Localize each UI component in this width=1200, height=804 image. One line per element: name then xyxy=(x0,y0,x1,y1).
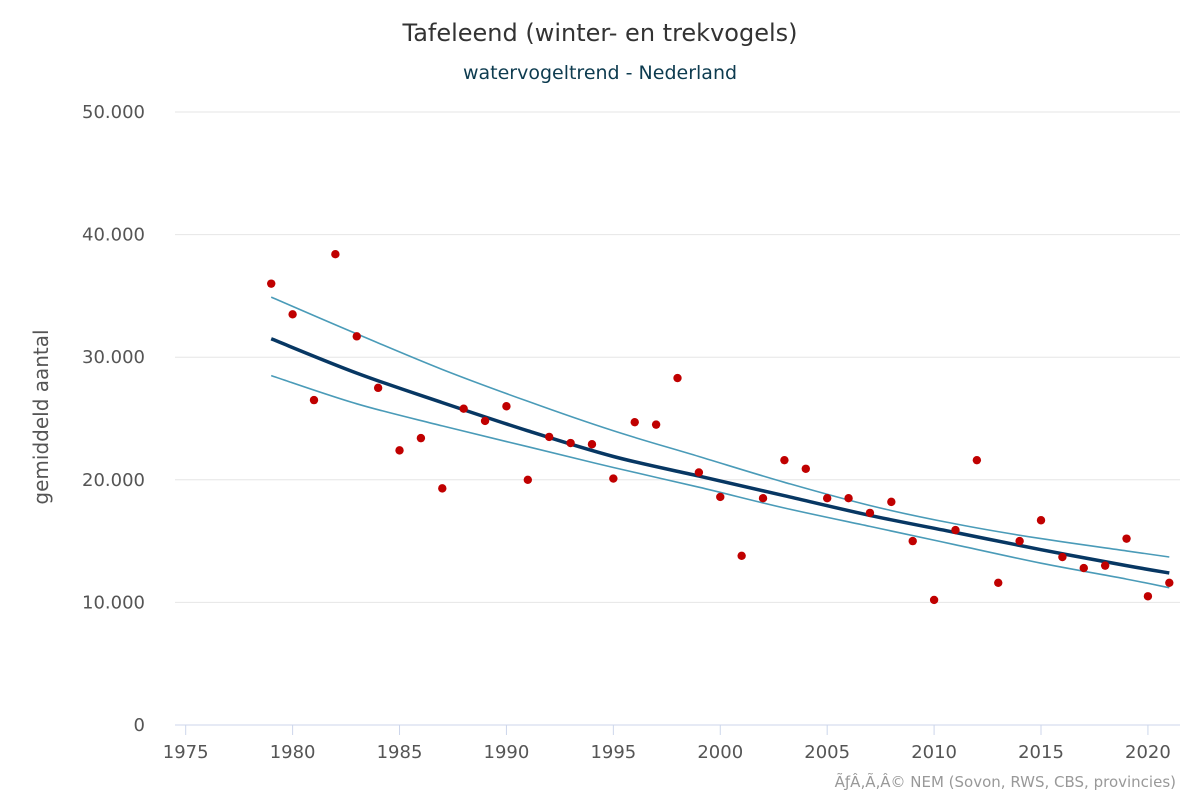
data-point[interactable] xyxy=(459,404,468,413)
x-tick-label: 2000 xyxy=(697,742,743,763)
chart-title: Tafeleend (winter- en trekvogels) xyxy=(402,19,798,47)
data-point[interactable] xyxy=(309,395,319,405)
data-point[interactable] xyxy=(352,332,361,341)
data-point[interactable] xyxy=(651,420,661,429)
data-point[interactable] xyxy=(994,578,1003,587)
y-axis-labels: 0 10.000 20.000 30.000 40.000 50.000 xyxy=(82,102,145,736)
data-point[interactable] xyxy=(694,468,704,477)
y-tick-label: 20.000 xyxy=(82,470,145,491)
data-point[interactable] xyxy=(1015,536,1024,546)
data-point[interactable] xyxy=(822,493,832,503)
data-point[interactable] xyxy=(566,438,575,448)
y-tick-label: 0 xyxy=(134,715,145,736)
data-point[interactable] xyxy=(1165,578,1174,587)
data-point[interactable] xyxy=(416,433,426,443)
data-point[interactable] xyxy=(844,493,853,503)
upper-confidence-line xyxy=(270,296,1170,558)
x-tick-label: 2010 xyxy=(911,742,957,763)
data-point[interactable] xyxy=(1143,592,1153,601)
data-point[interactable] xyxy=(716,492,725,502)
data-point[interactable] xyxy=(1079,563,1088,573)
data-point[interactable] xyxy=(1058,552,1067,562)
data-point[interactable] xyxy=(545,432,554,442)
data-point[interactable] xyxy=(951,525,960,535)
x-tick-label: 2020 xyxy=(1125,742,1171,763)
x-tick-label: 2015 xyxy=(1018,742,1064,763)
data-point[interactable] xyxy=(908,536,917,546)
data-point[interactable] xyxy=(502,402,511,411)
points-layer xyxy=(267,250,1174,605)
y-tick-label: 40.000 xyxy=(82,225,145,246)
data-point[interactable] xyxy=(887,497,896,507)
data-point[interactable] xyxy=(438,484,447,493)
x-axis: 1975 1980 1985 1990 1995 2000 2005 2010 2015 2020 xyxy=(163,724,1180,763)
trend-line xyxy=(270,337,1170,575)
grid-layer xyxy=(175,111,1180,603)
data-point[interactable] xyxy=(630,417,639,427)
x-tick-label: 1995 xyxy=(590,742,636,763)
x-tick-label: 2005 xyxy=(804,742,850,763)
data-point[interactable] xyxy=(587,440,597,449)
data-point[interactable] xyxy=(288,310,297,319)
chart-subtitle: watervogeltrend - Nederland xyxy=(463,62,737,84)
data-point[interactable] xyxy=(1100,561,1110,570)
y-tick-label: 10.000 xyxy=(82,592,145,613)
data-point[interactable] xyxy=(1036,516,1046,525)
x-tick-label: 1980 xyxy=(270,742,316,763)
data-point[interactable] xyxy=(609,474,618,483)
data-point[interactable] xyxy=(1122,534,1131,543)
chart-credits: ÃƒÂ‚Ã‚Â© NEM (Sovon, RWS, CBS, provincie… xyxy=(835,772,1176,791)
data-point[interactable] xyxy=(373,383,383,393)
lower-confidence-line xyxy=(270,374,1170,589)
data-point[interactable] xyxy=(972,455,982,465)
data-point[interactable] xyxy=(929,595,939,605)
data-point[interactable] xyxy=(331,250,340,259)
data-point[interactable] xyxy=(780,455,789,465)
data-point[interactable] xyxy=(673,373,682,383)
data-point[interactable] xyxy=(395,446,404,455)
y-tick-label: 30.000 xyxy=(82,347,145,368)
data-point[interactable] xyxy=(523,475,533,484)
data-point[interactable] xyxy=(737,551,746,561)
x-tick-label: 1985 xyxy=(377,742,423,763)
y-axis-title: gemiddeld aantal xyxy=(29,329,53,504)
data-point[interactable] xyxy=(480,416,490,426)
x-tick-label: 1990 xyxy=(484,742,530,763)
data-point[interactable] xyxy=(267,279,276,288)
y-tick-label: 50.000 xyxy=(82,102,145,123)
x-tick-label: 1975 xyxy=(163,742,209,763)
series-layer xyxy=(270,296,1170,589)
data-point[interactable] xyxy=(758,493,768,503)
data-point[interactable] xyxy=(801,464,810,473)
data-point[interactable] xyxy=(865,508,875,518)
